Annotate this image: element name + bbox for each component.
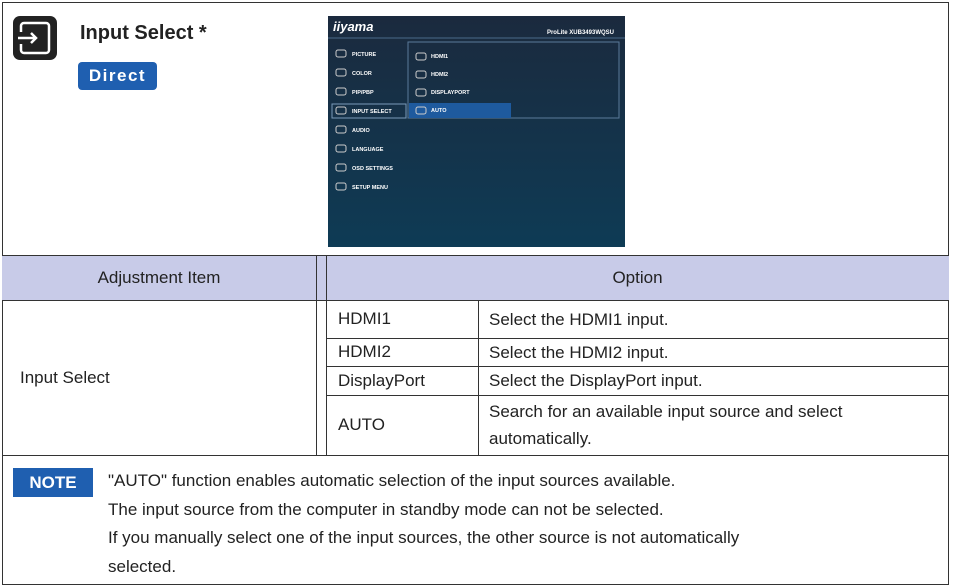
title: Input Select * — [80, 22, 207, 44]
option-name: HDMI2 — [338, 342, 391, 361]
osd-icon — [335, 106, 347, 115]
osd-icon — [415, 70, 427, 79]
osd-submenu-item: HDMI2 — [431, 72, 448, 78]
note-badge: NOTE — [13, 468, 93, 497]
osd-menu-item: OSD SETTINGS — [352, 166, 393, 172]
osd-icon — [415, 88, 427, 97]
osd-model: ProLite XUB3493WQSU — [547, 30, 614, 36]
adjustment-item: Input Select — [20, 367, 110, 387]
osd-menu-item: COLOR — [352, 71, 372, 77]
table-header-bg — [2, 255, 949, 300]
note-line: If you manually select one of the input … — [108, 528, 740, 547]
osd-menu-item: PIP/PBP — [352, 90, 374, 96]
osd-screenshot: iiyama ProLite XUB3493WQSU PICTURE COLOR P… — [328, 16, 625, 247]
osd-icon — [415, 52, 427, 61]
input-icon — [13, 16, 57, 60]
option-description: Search for an available input source and… — [489, 402, 843, 448]
osd-icon — [415, 106, 427, 115]
osd-icon — [335, 49, 347, 58]
osd-icon — [335, 182, 347, 191]
table-header: Adjustment Item — [97, 267, 221, 287]
table-header: Option — [612, 267, 663, 287]
option-name: DisplayPort — [338, 370, 425, 390]
option-description: Select the HDMI2 input. — [489, 342, 669, 362]
option-name: AUTO — [338, 415, 385, 434]
note-line: selected. — [108, 556, 177, 576]
note-line: "AUTO" function enables automatic select… — [108, 471, 676, 490]
direct-badge: Direct — [78, 62, 157, 90]
osd-menu-item: AUDIO — [352, 128, 370, 134]
note-line: The input source from the computer in st… — [108, 499, 664, 519]
osd-submenu-item: HDMI1 — [431, 54, 448, 60]
osd-menu-item: LANGUAGE — [352, 147, 384, 153]
osd-brand: iiyama — [333, 19, 373, 34]
osd-menu-item: SETUP MENU — [352, 185, 388, 191]
osd-icon — [335, 125, 347, 134]
osd-icon — [335, 68, 347, 77]
osd-submenu-item: AUTO — [431, 108, 447, 114]
option-description: Select the HDMI1 input. — [489, 309, 669, 329]
option-description: Select the DisplayPort input. — [489, 371, 703, 390]
osd-menu-item: INPUT SELECT — [352, 109, 392, 115]
osd-icon — [335, 87, 347, 96]
osd-icon — [335, 163, 347, 172]
osd-submenu-item: DISPLAYPORT — [431, 90, 470, 96]
osd-menu-item: PICTURE — [352, 52, 376, 58]
osd-icon — [335, 144, 347, 153]
option-name: HDMI1 — [338, 309, 391, 328]
